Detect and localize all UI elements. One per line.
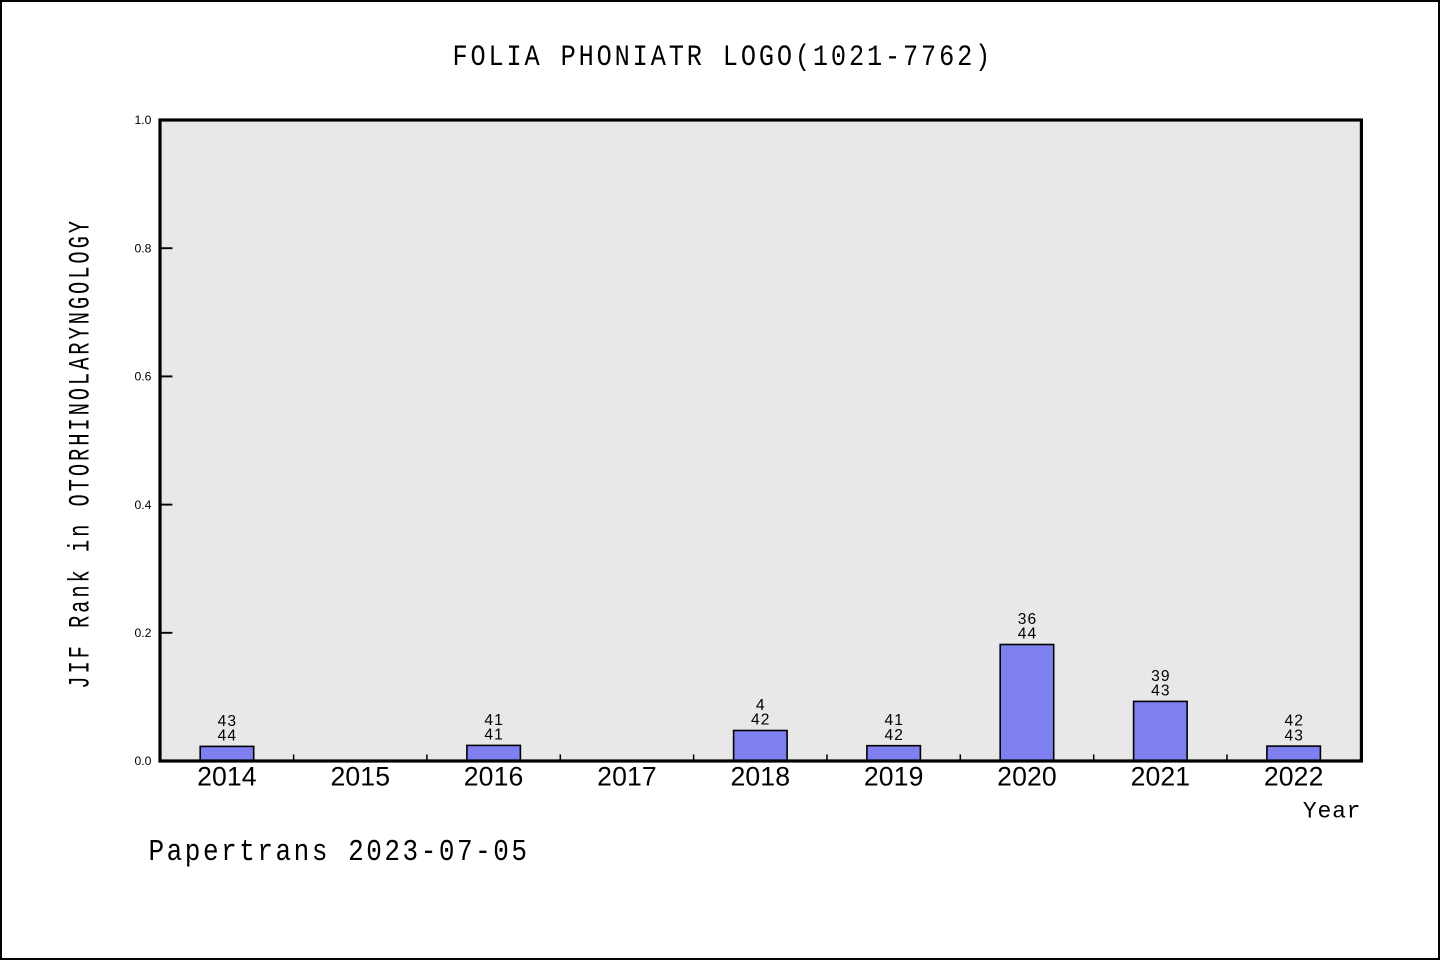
svg-text:42: 42 [1284,713,1304,730]
svg-text:41: 41 [484,712,504,729]
svg-text:2016: 2016 [464,761,524,791]
svg-text:2019: 2019 [864,761,924,791]
svg-text:44: 44 [218,728,238,745]
svg-text:2018: 2018 [730,761,790,791]
svg-text:42: 42 [884,727,904,744]
svg-text:FOLIA PHONIATR LOGO(1021-7762): FOLIA PHONIATR LOGO(1021-7762) [452,41,993,74]
svg-text:44: 44 [1018,626,1038,643]
svg-text:43: 43 [1151,683,1171,700]
svg-text:43: 43 [1284,727,1304,744]
svg-text:2014: 2014 [197,761,257,791]
svg-text:2017: 2017 [597,761,657,791]
svg-text:0.0: 0.0 [134,754,151,768]
svg-text:2022: 2022 [1264,761,1324,791]
svg-text:1.0: 1.0 [134,113,151,127]
svg-text:Year: Year [1303,799,1361,825]
svg-text:2021: 2021 [1131,761,1191,791]
svg-text:2020: 2020 [997,761,1057,791]
svg-text:0.8: 0.8 [134,241,151,255]
svg-text:JIF Rank in OTORHINOLARYNGOLOG: JIF Rank in OTORHINOLARYNGOLOGY [64,218,98,689]
svg-text:39: 39 [1151,668,1171,685]
svg-text:4: 4 [756,697,766,714]
svg-text:0.2: 0.2 [134,626,151,640]
svg-text:2015: 2015 [330,761,390,791]
svg-text:41: 41 [884,712,904,729]
svg-text:36: 36 [1018,611,1038,628]
svg-text:41: 41 [484,727,504,744]
svg-text:43: 43 [218,713,238,730]
svg-text:0.4: 0.4 [134,498,151,512]
svg-text:Papertrans 2023-07-05: Papertrans 2023-07-05 [149,834,530,870]
svg-text:0.6: 0.6 [134,370,151,384]
svg-text:42: 42 [751,712,771,729]
